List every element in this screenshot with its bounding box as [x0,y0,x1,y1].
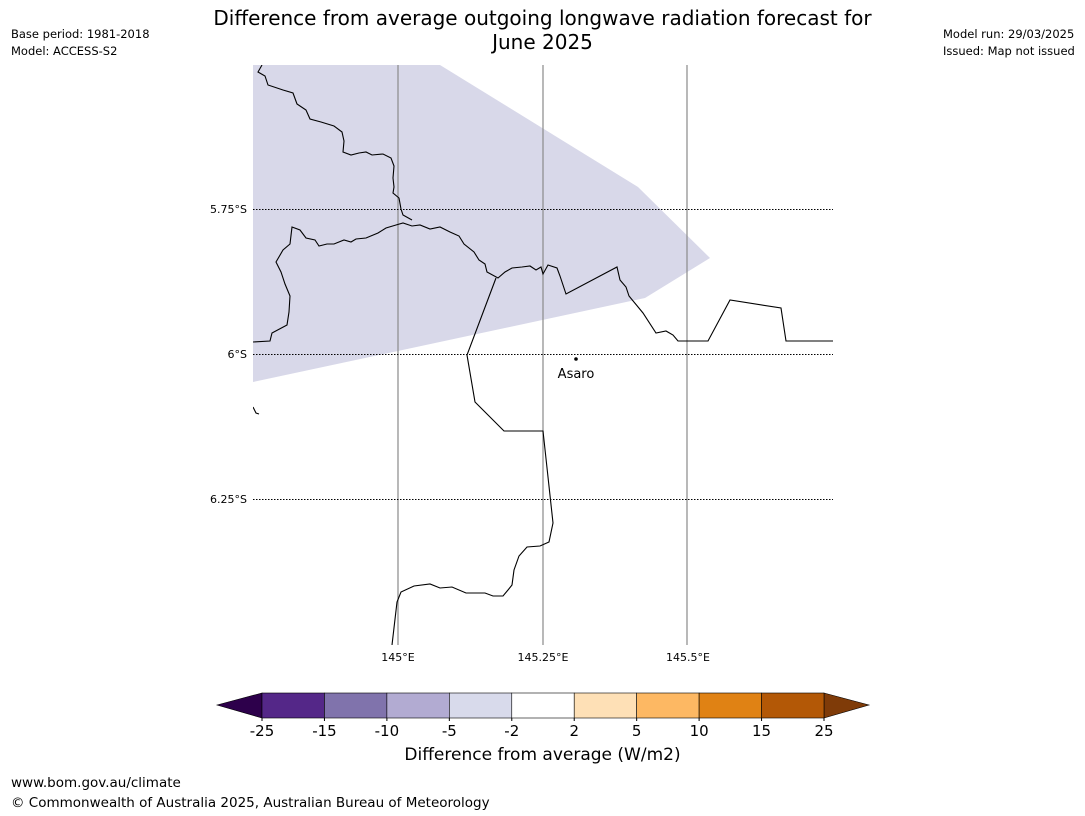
colorbar-label: Difference from average (W/m2) [404,745,681,765]
colorbar-tick-label: 2 [569,722,579,740]
footer-url: www.bom.gov.au/climate [11,775,181,791]
colorbar-tick-label: -15 [312,722,337,740]
colorbar-extend-low [215,692,263,719]
colorbar-tick-label: -25 [250,722,275,740]
colorbar-tick-label: 10 [690,722,709,740]
asaro-label: Asaro [558,367,595,382]
province-boundary-south [391,277,554,645]
lon-label-145-5: 145.5°E [666,651,710,664]
colorbar-segment [698,692,762,719]
issued-text: Issued: Map not issued [943,44,1075,58]
map-title-line2: June 2025 [492,30,593,54]
colorbar-tick-label: 25 [814,722,833,740]
footer-copyright: © Commonwealth of Australia 2025, Austra… [11,795,490,811]
lat-label-6: 6°S [228,348,247,361]
colorbar-segment [511,692,575,719]
model-text: Model: ACCESS-S2 [11,44,118,58]
colorbar-tick-label: -2 [504,722,519,740]
anomaly-shaded-region [253,65,710,382]
colorbar-tick-label: 15 [752,722,771,740]
map-title-line1: Difference from average outgoing longwav… [213,6,872,30]
meta-right: Model run: 29/03/2025 Issued: Map not is… [943,26,1075,60]
lat-label-6-25: 6.25°S [210,493,247,506]
colorbar-segment [573,692,637,719]
province-boundary-fragment [253,406,260,415]
colorbar-tick-label: 5 [632,722,642,740]
colorbar-tick-label: -5 [442,722,457,740]
meta-left: Base period: 1981-2018 Model: ACCESS-S2 [11,26,150,60]
colorbar-segment [449,692,513,719]
map-area [253,65,833,645]
lat-label-5-75: 5.75°S [210,203,247,216]
colorbar-segment [761,692,825,719]
colorbar-tick-label: -10 [375,722,400,740]
colorbar-segment [261,692,325,719]
base-period-text: Base period: 1981-2018 [11,27,150,41]
colorbar-segment [636,692,700,719]
colorbar-segment [386,692,450,719]
lon-label-145: 145°E [381,651,414,664]
map-title: Difference from average outgoing longwav… [190,6,895,54]
model-run-text: Model run: 29/03/2025 [943,27,1075,41]
province-boundary-central [253,222,833,343]
asaro-marker [574,357,578,361]
lon-label-145-25: 145.25°E [518,651,569,664]
colorbar-extend-high [823,692,871,719]
colorbar: -25 -15 -10 -5 -2 2 5 10 15 25 [215,692,871,740]
colorbar-segment [324,692,388,719]
province-boundary-north [257,65,413,221]
